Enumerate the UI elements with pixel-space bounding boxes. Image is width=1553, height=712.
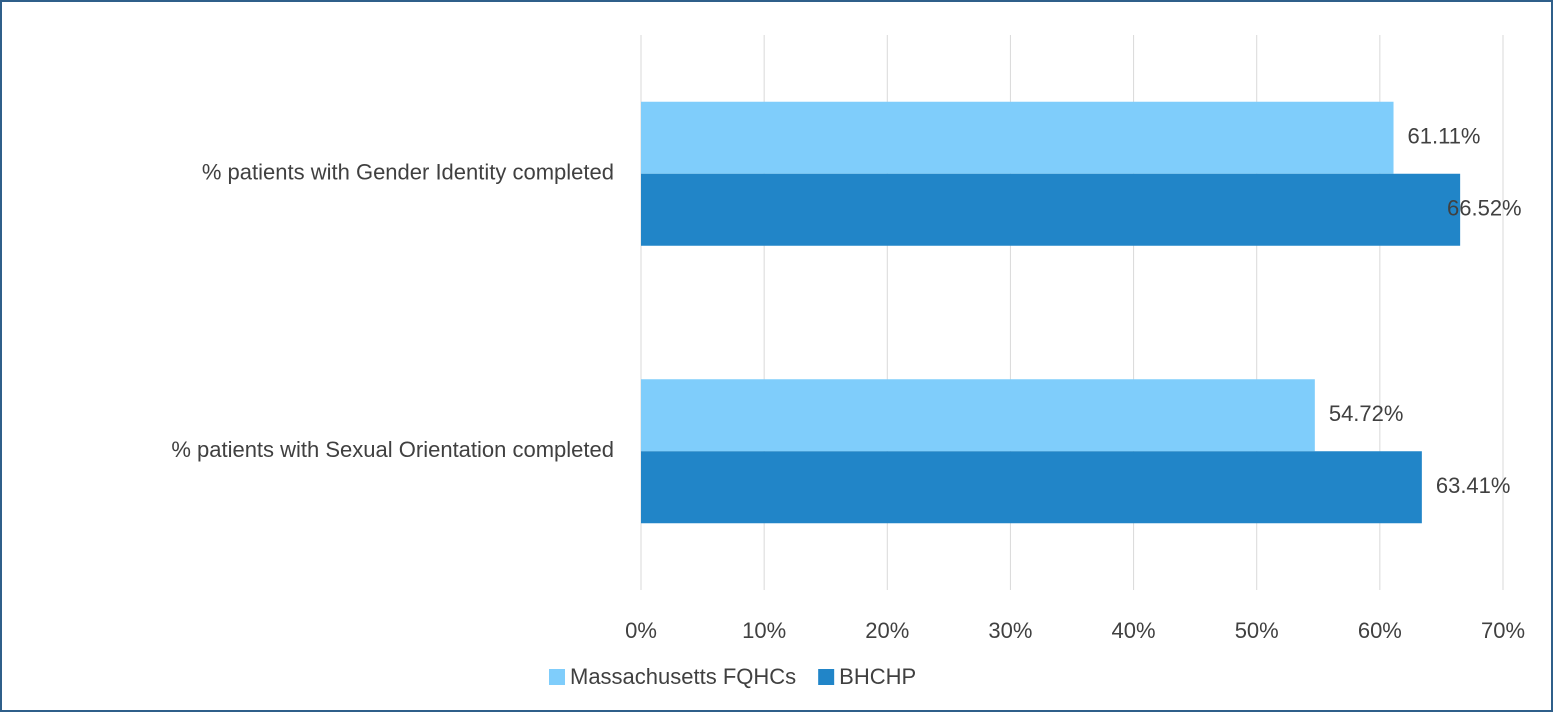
legend-swatch (549, 669, 565, 685)
x-tick-label: 60% (1358, 618, 1402, 643)
value-label: 66.52% (1447, 196, 1522, 221)
y-tick-label: % patients with Gender Identity complete… (202, 160, 614, 185)
x-tick-label: 0% (625, 618, 657, 643)
bar (641, 101, 1394, 174)
x-tick-label: 20% (865, 618, 909, 643)
x-tick-label: 30% (988, 618, 1032, 643)
legend-label: BHCHP (839, 664, 916, 689)
legend-swatch (818, 669, 835, 685)
x-tick-label: 10% (742, 618, 786, 643)
bar (641, 379, 1315, 452)
bar (641, 451, 1422, 524)
value-label: 61.11% (1408, 124, 1481, 149)
x-tick-label: 50% (1235, 618, 1279, 643)
y-tick-label: % patients with Sexual Orientation compl… (171, 437, 614, 462)
value-label: 54.72% (1329, 401, 1404, 426)
value-label: 63.41% (1436, 473, 1511, 498)
x-tick-label: 40% (1112, 618, 1156, 643)
legend-label: Massachusetts FQHCs (570, 664, 796, 689)
bar (641, 173, 1461, 246)
x-tick-label: 70% (1481, 618, 1525, 643)
